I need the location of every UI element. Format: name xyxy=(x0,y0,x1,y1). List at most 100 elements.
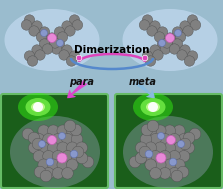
Circle shape xyxy=(47,159,59,170)
Circle shape xyxy=(157,39,168,49)
Circle shape xyxy=(150,133,161,145)
Circle shape xyxy=(140,150,152,162)
Ellipse shape xyxy=(123,116,213,188)
Circle shape xyxy=(39,39,50,49)
Circle shape xyxy=(150,45,160,55)
Circle shape xyxy=(38,159,50,170)
Circle shape xyxy=(66,56,77,66)
Circle shape xyxy=(66,142,78,153)
Circle shape xyxy=(187,51,198,61)
Circle shape xyxy=(169,44,180,54)
Ellipse shape xyxy=(31,102,45,112)
Circle shape xyxy=(22,128,34,140)
Circle shape xyxy=(66,159,78,170)
Circle shape xyxy=(154,32,165,42)
Circle shape xyxy=(171,170,183,182)
Circle shape xyxy=(70,150,78,158)
Circle shape xyxy=(52,133,64,145)
Circle shape xyxy=(135,142,147,153)
Ellipse shape xyxy=(18,93,58,121)
Circle shape xyxy=(147,26,157,36)
Circle shape xyxy=(72,20,83,30)
Circle shape xyxy=(43,133,54,145)
Circle shape xyxy=(39,27,50,37)
Circle shape xyxy=(46,158,54,166)
Circle shape xyxy=(172,39,183,49)
Circle shape xyxy=(160,44,171,54)
Circle shape xyxy=(24,51,35,61)
Circle shape xyxy=(180,45,190,55)
Circle shape xyxy=(72,146,84,158)
Circle shape xyxy=(69,15,80,25)
Circle shape xyxy=(38,142,50,153)
Circle shape xyxy=(173,125,185,136)
Circle shape xyxy=(33,133,45,145)
Circle shape xyxy=(183,132,195,144)
Circle shape xyxy=(156,153,166,163)
Circle shape xyxy=(39,140,45,147)
Circle shape xyxy=(28,132,40,144)
Circle shape xyxy=(139,146,151,158)
Circle shape xyxy=(175,32,186,42)
Circle shape xyxy=(178,150,190,162)
Circle shape xyxy=(155,125,166,136)
Circle shape xyxy=(169,158,177,166)
Ellipse shape xyxy=(25,98,50,116)
Circle shape xyxy=(66,125,78,136)
Circle shape xyxy=(155,142,166,153)
Circle shape xyxy=(175,29,182,36)
Ellipse shape xyxy=(122,9,217,71)
Circle shape xyxy=(29,142,40,153)
Circle shape xyxy=(179,138,191,150)
Circle shape xyxy=(159,150,171,162)
Circle shape xyxy=(165,33,175,43)
Circle shape xyxy=(178,140,184,147)
Circle shape xyxy=(159,167,171,179)
Circle shape xyxy=(50,38,60,48)
Circle shape xyxy=(183,142,194,153)
Circle shape xyxy=(164,125,176,136)
Circle shape xyxy=(168,38,178,48)
Ellipse shape xyxy=(133,93,173,121)
Circle shape xyxy=(140,133,152,145)
Circle shape xyxy=(57,32,68,42)
Circle shape xyxy=(190,20,201,30)
Circle shape xyxy=(155,159,166,170)
Circle shape xyxy=(47,125,59,136)
Circle shape xyxy=(173,159,185,170)
Circle shape xyxy=(148,102,158,112)
Circle shape xyxy=(187,15,198,25)
Circle shape xyxy=(183,26,193,36)
Circle shape xyxy=(153,50,163,60)
Circle shape xyxy=(71,133,83,145)
Circle shape xyxy=(40,170,52,182)
Circle shape xyxy=(41,29,47,36)
Circle shape xyxy=(169,133,180,145)
Circle shape xyxy=(32,45,42,55)
Circle shape xyxy=(150,150,161,162)
Circle shape xyxy=(76,55,82,61)
Circle shape xyxy=(35,50,45,60)
Ellipse shape xyxy=(10,116,100,188)
Circle shape xyxy=(145,142,157,153)
Circle shape xyxy=(44,38,54,48)
Circle shape xyxy=(24,15,35,25)
Circle shape xyxy=(173,142,185,153)
Circle shape xyxy=(145,125,157,136)
Circle shape xyxy=(42,44,53,54)
Circle shape xyxy=(32,138,44,150)
Circle shape xyxy=(57,125,68,136)
Circle shape xyxy=(142,51,153,61)
Circle shape xyxy=(21,20,32,30)
Circle shape xyxy=(62,133,73,145)
Circle shape xyxy=(169,150,180,162)
Circle shape xyxy=(157,132,165,139)
Circle shape xyxy=(36,32,47,42)
Circle shape xyxy=(47,33,56,43)
Text: Dimerization: Dimerization xyxy=(74,45,150,55)
Circle shape xyxy=(135,152,147,164)
Circle shape xyxy=(150,21,160,31)
Circle shape xyxy=(56,40,64,46)
Ellipse shape xyxy=(146,102,160,112)
Circle shape xyxy=(178,133,190,145)
